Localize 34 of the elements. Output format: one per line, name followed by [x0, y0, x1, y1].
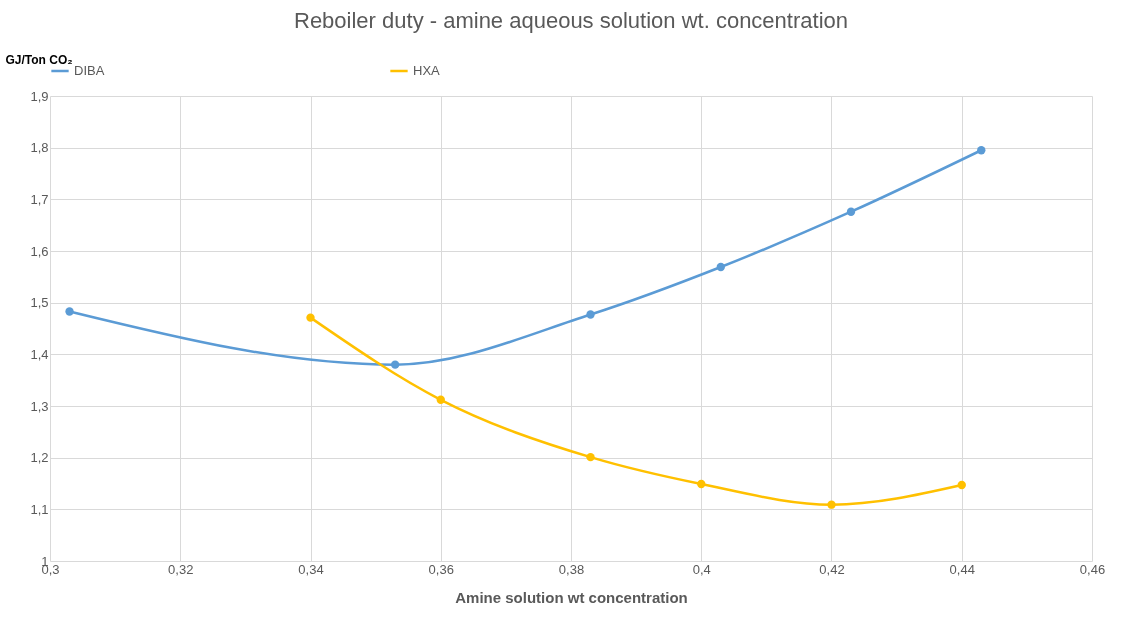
legend-label: HXA: [413, 63, 441, 78]
x-tick-label: 0,38: [558, 561, 585, 577]
chart-title: Reboiler duty - amine aqueous solution wt. concentration: [294, 8, 848, 33]
point: [846, 207, 856, 216]
x-axis-title: Amine solution wt concentration: [455, 588, 688, 606]
point: [65, 307, 74, 316]
point: [827, 500, 836, 509]
y-axis-title: GJ/Ton CO₂: [5, 52, 73, 67]
point: [716, 262, 725, 272]
y-tick-label: 1,7: [30, 191, 49, 207]
y-tick-label: 1,3: [30, 398, 49, 414]
point: [306, 313, 315, 322]
x-tick-label: 0,46: [1079, 561, 1106, 577]
point: [586, 452, 595, 462]
y-tick-label: 1,8: [30, 140, 49, 156]
y-tick-label: 1,9: [30, 88, 49, 104]
x-tick-label: 0,4: [692, 561, 711, 577]
x-tick-label: 0,36: [428, 561, 454, 577]
point: [586, 310, 595, 319]
x-tick-label: 0,34: [298, 561, 324, 577]
point: [977, 146, 986, 155]
point: [390, 360, 400, 369]
y-tick-label: 1,4: [30, 346, 49, 362]
y-tick-label: 1,5: [30, 295, 49, 311]
y-tick-label: 1,2: [30, 450, 49, 466]
y-tick-label: 1,1: [30, 501, 49, 517]
legend-label: DIBA: [74, 63, 105, 78]
x-tick-label: 0,42: [819, 561, 845, 577]
y-tick-label: 1,6: [30, 243, 49, 259]
point: [697, 479, 706, 489]
x-tick-label: 0,32: [168, 561, 194, 577]
point: [436, 395, 445, 404]
x-tick-label: 0,44: [949, 561, 975, 577]
point: [957, 480, 966, 490]
